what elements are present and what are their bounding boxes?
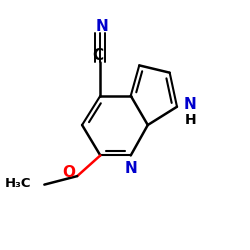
Text: N: N <box>184 97 197 112</box>
Text: H₃C: H₃C <box>4 177 31 190</box>
Text: O: O <box>62 165 75 180</box>
Text: N: N <box>95 19 108 34</box>
Text: H: H <box>184 113 196 127</box>
Text: C: C <box>92 48 104 63</box>
Text: N: N <box>124 161 137 176</box>
